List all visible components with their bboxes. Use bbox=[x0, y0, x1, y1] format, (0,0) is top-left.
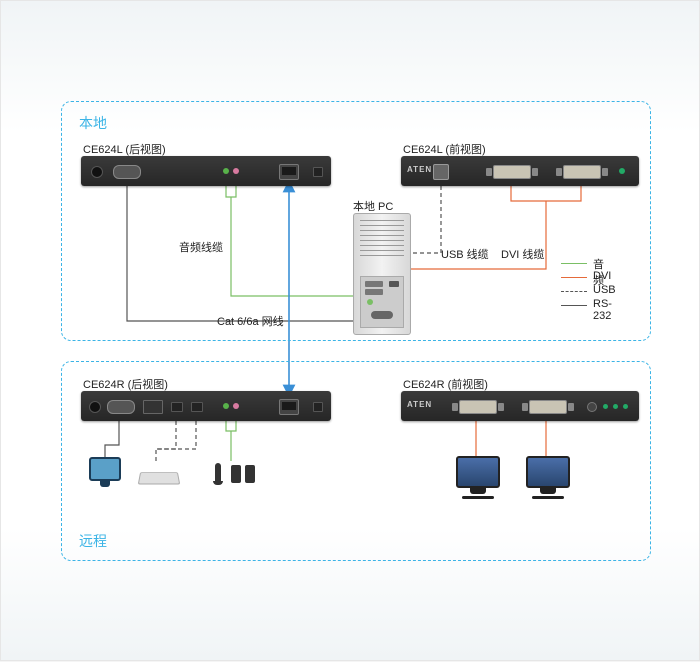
hdmi-port bbox=[143, 400, 163, 414]
legend-usb-label: USB bbox=[593, 284, 616, 296]
speaker-right-icon bbox=[245, 465, 255, 483]
audio-in-jack bbox=[233, 403, 239, 409]
ce624r-front-device: ATEN bbox=[401, 391, 639, 421]
touch-monitor-icon bbox=[89, 457, 121, 481]
ce624r-rear-label: CE624R (后视图) bbox=[83, 376, 168, 392]
rj45-port bbox=[279, 164, 299, 180]
aux-port bbox=[313, 167, 323, 177]
legend-rs232-label: RS-232 bbox=[593, 298, 612, 322]
pc-audio-port bbox=[367, 299, 373, 305]
pc-usb-port bbox=[389, 281, 399, 287]
usb-b-port bbox=[433, 164, 449, 180]
cat-cable-label: Cat 6/6a 网线 bbox=[217, 313, 284, 329]
monitor-2-icon bbox=[526, 456, 570, 488]
dvi-port-1 bbox=[459, 400, 497, 414]
rj45-port bbox=[279, 399, 299, 415]
ce624r-front-label: CE624R (前视图) bbox=[403, 376, 488, 392]
rs232-port bbox=[107, 400, 135, 414]
remote-section-label: 远程 bbox=[79, 531, 107, 551]
ce624l-rear-label: CE624L (后视图) bbox=[83, 141, 166, 157]
pc-tower bbox=[353, 213, 411, 335]
dvi-port-1 bbox=[493, 165, 531, 179]
audio-out-jack bbox=[223, 168, 229, 174]
led-3-icon bbox=[623, 404, 628, 409]
rs232-port bbox=[113, 165, 141, 179]
audio-in-jack bbox=[233, 168, 239, 174]
microphone-icon bbox=[215, 463, 221, 481]
legend-audio-line bbox=[561, 263, 587, 264]
audio-cable-label: 音频线缆 bbox=[179, 239, 223, 255]
audio-out-jack bbox=[223, 403, 229, 409]
diagram-canvas: 本地 远程 CE624L (后视图) CE624L (前视图) ATEN 本地 … bbox=[0, 0, 700, 661]
dvi-port-2 bbox=[529, 400, 567, 414]
keyboard-icon bbox=[138, 472, 180, 484]
ce624l-front-label: CE624L (前视图) bbox=[403, 141, 486, 157]
legend-dvi-label: DVI bbox=[593, 270, 611, 282]
speaker-left-icon bbox=[231, 465, 241, 483]
monitor-1-icon bbox=[456, 456, 500, 488]
button-icon bbox=[587, 402, 597, 412]
ce624l-rear-device bbox=[81, 156, 331, 186]
power-jack bbox=[91, 166, 103, 178]
led-1-icon bbox=[603, 404, 608, 409]
led-2-icon bbox=[613, 404, 618, 409]
usb-a-port-1 bbox=[171, 402, 183, 412]
pc-dvi-port-2 bbox=[365, 289, 383, 295]
usb-a-port-2 bbox=[191, 402, 203, 412]
pc-rear-panel bbox=[360, 276, 404, 328]
usb-cable-label: USB 线缆 bbox=[441, 246, 489, 262]
pc-label: 本地 PC bbox=[353, 198, 393, 214]
local-section-label: 本地 bbox=[79, 113, 107, 133]
pc-dvi-port-1 bbox=[365, 281, 383, 287]
ce624l-front-device: ATEN bbox=[401, 156, 639, 186]
ce624r-rear-device bbox=[81, 391, 331, 421]
legend-dvi-line bbox=[561, 277, 587, 278]
dvi-cable-label: DVI 线缆 bbox=[501, 246, 544, 262]
aux-port bbox=[313, 402, 323, 412]
power-jack bbox=[89, 401, 101, 413]
dvi-port-2 bbox=[563, 165, 601, 179]
pc-serial-port bbox=[371, 311, 393, 319]
legend-usb-line bbox=[561, 291, 587, 292]
brand-text: ATEN bbox=[407, 400, 432, 409]
brand-text: ATEN bbox=[407, 165, 432, 174]
led-icon bbox=[619, 168, 625, 174]
legend-rs232-line bbox=[561, 305, 587, 306]
